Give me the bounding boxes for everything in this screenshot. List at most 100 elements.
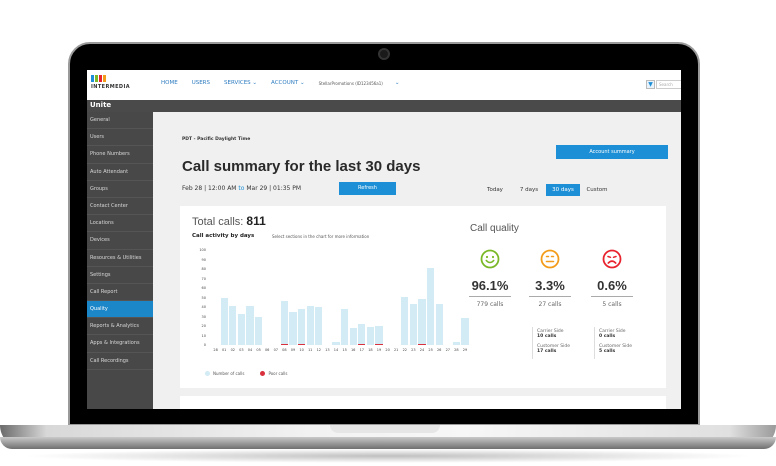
logo-bars-icon <box>91 75 130 82</box>
total-calls-value: 811 <box>246 214 266 228</box>
chart-bar[interactable] <box>298 308 306 345</box>
y-axis-tick: 60 <box>201 286 206 290</box>
sidebar-item-reports-analytics[interactable]: Reports & Analytics <box>87 318 153 336</box>
x-axis-tick: 29 <box>462 348 468 352</box>
chart-bar[interactable] <box>246 306 254 345</box>
x-axis-tick: 23 <box>411 348 416 352</box>
quality-poor: 0.6% 5 calls <box>582 249 642 308</box>
tab-30-days[interactable]: 30 days <box>546 184 580 196</box>
intermedia-logo[interactable]: INTERMEDIA <box>91 75 130 90</box>
sidebar-item-auto-attendant[interactable]: Auto Attendant <box>87 164 153 181</box>
x-axis-tick: 22 <box>402 348 408 352</box>
chevron-down-icon[interactable]: ⌄ <box>394 80 400 86</box>
legend-poor-calls[interactable]: Poor calls <box>260 371 287 376</box>
sidebar-item-quality[interactable]: Quality <box>87 301 153 319</box>
nav-users[interactable]: USERS <box>191 80 210 86</box>
filter-icon[interactable]: ▼ <box>646 80 655 89</box>
account-summary-button[interactable]: Account summary <box>556 145 668 159</box>
sidebar-item-settings[interactable]: Settings <box>87 267 153 284</box>
sidebar-item-resources-utilities[interactable]: Resources & Utilities <box>87 250 153 267</box>
chart-bar[interactable] <box>401 296 409 345</box>
tab-today[interactable]: Today <box>487 187 503 193</box>
chart-bar[interactable] <box>229 306 237 345</box>
y-axis-tick: 70 <box>201 276 206 281</box>
sidebar-item-users[interactable]: Users <box>87 129 153 147</box>
x-axis-tick: 09 <box>290 348 296 352</box>
sidebar-item-call-recordings[interactable]: Call Recordings <box>87 353 153 370</box>
chart-plot-area[interactable] <box>212 250 472 345</box>
nav-home[interactable]: HOME <box>161 80 178 86</box>
customer-side-value: 17 calls <box>537 349 557 354</box>
sad-face-icon <box>602 249 622 269</box>
chart-bar[interactable] <box>289 311 297 345</box>
chart-bar[interactable] <box>435 304 443 345</box>
camera-icon <box>378 48 390 60</box>
poor-calls-marker[interactable] <box>358 343 366 345</box>
carrier-side-label: Carrier Side <box>599 329 626 334</box>
nav-services[interactable]: SERVICES ⌄ <box>224 80 258 86</box>
sidebar-item-locations[interactable]: Locations <box>87 215 153 233</box>
y-axis-tick: 80 <box>201 267 206 271</box>
account-selector[interactable]: StellarPromotions (ID123456a1) <box>318 81 383 86</box>
x-axis-tick: 21 <box>393 348 399 352</box>
carrier-side-label: Carrier Side <box>537 329 564 334</box>
refresh-button[interactable]: Refresh <box>339 182 396 195</box>
quality-good: 96.1% 779 calls <box>460 249 520 308</box>
date-range: Feb 28 | 12:00 AM to Mar 29 | 01:35 PM <box>182 185 301 192</box>
sidebar-item-apps-integrations[interactable]: Apps & Integrations <box>87 335 153 353</box>
main-content: PDT - Pacific Daylight Time Account summ… <box>153 112 681 409</box>
tab-7-days[interactable]: 7 days <box>519 187 539 193</box>
sidebar-item-call-report[interactable]: Call Report <box>87 284 153 302</box>
legend-label: Number of calls <box>213 371 245 376</box>
chart-bar[interactable] <box>220 297 228 345</box>
sidebar-item-general[interactable]: General <box>87 112 153 130</box>
x-axis-tick: 12 <box>316 348 322 352</box>
poor-calls-marker[interactable] <box>418 343 426 345</box>
carrier-side-value: 10 calls <box>537 334 557 339</box>
chart-bar[interactable] <box>237 313 245 345</box>
x-axis-tick: 14 <box>333 348 339 352</box>
legend-label: Poor calls <box>268 371 288 376</box>
poor-calls-marker[interactable] <box>280 343 288 345</box>
chart-bar[interactable] <box>461 318 469 345</box>
legend-number-of-calls[interactable]: Number of calls <box>205 371 244 376</box>
sidebar-item-phone-numbers[interactable]: Phone Numbers <box>87 146 153 164</box>
customer-side-label: Customer Side <box>537 344 571 349</box>
chart-bar[interactable] <box>375 326 383 345</box>
chart-bar[interactable] <box>332 342 340 345</box>
chart-bar[interactable] <box>418 299 426 345</box>
chart-bar[interactable] <box>255 316 263 345</box>
sidebar-item-devices[interactable]: Devices <box>87 232 153 250</box>
x-axis-tick: 01 <box>221 348 227 352</box>
search-input[interactable]: Search <box>656 80 681 89</box>
carrier-side-value: 0 calls <box>599 334 616 339</box>
chart-bar[interactable] <box>366 326 374 345</box>
x-axis-tick: 25 <box>428 348 433 352</box>
x-axis-tick: 15 <box>342 348 347 352</box>
x-axis-tick: 02 <box>230 348 236 352</box>
sidebar-item-contact-center[interactable]: Contact Center <box>87 198 153 216</box>
y-axis-tick: 0 <box>203 343 206 347</box>
sidebar: General Users Phone Numbers Auto Attenda… <box>87 112 153 409</box>
laptop-notch <box>330 425 440 433</box>
chart-bar[interactable] <box>358 324 366 345</box>
chart-bar[interactable] <box>306 306 314 345</box>
call-activity-chart[interactable]: 0 10 20 30 40 50 60 70 80 90 100 28 01 02 03 04 05 06 07 08… <box>192 244 472 362</box>
chart-bar[interactable] <box>452 342 460 345</box>
sidebar-item-groups[interactable]: Groups <box>87 181 153 198</box>
logo-bar <box>91 75 94 82</box>
chart-bar[interactable] <box>349 327 357 345</box>
y-axis-tick: 90 <box>201 257 206 262</box>
chart-bar[interactable] <box>315 307 323 345</box>
poor-calls-marker[interactable] <box>298 343 306 345</box>
tab-custom[interactable]: Custom <box>586 187 608 193</box>
x-axis-tick: 27 <box>445 348 451 352</box>
poor-calls-marker[interactable] <box>375 343 383 345</box>
chart-bar[interactable] <box>409 304 417 345</box>
logo-bar <box>99 75 102 82</box>
nav-account[interactable]: ACCOUNT ⌄ <box>271 80 305 86</box>
chart-bar[interactable] <box>427 268 435 345</box>
x-axis-tick: 05 <box>256 348 261 352</box>
chart-bar[interactable] <box>341 308 349 345</box>
chart-bar[interactable] <box>280 301 288 345</box>
